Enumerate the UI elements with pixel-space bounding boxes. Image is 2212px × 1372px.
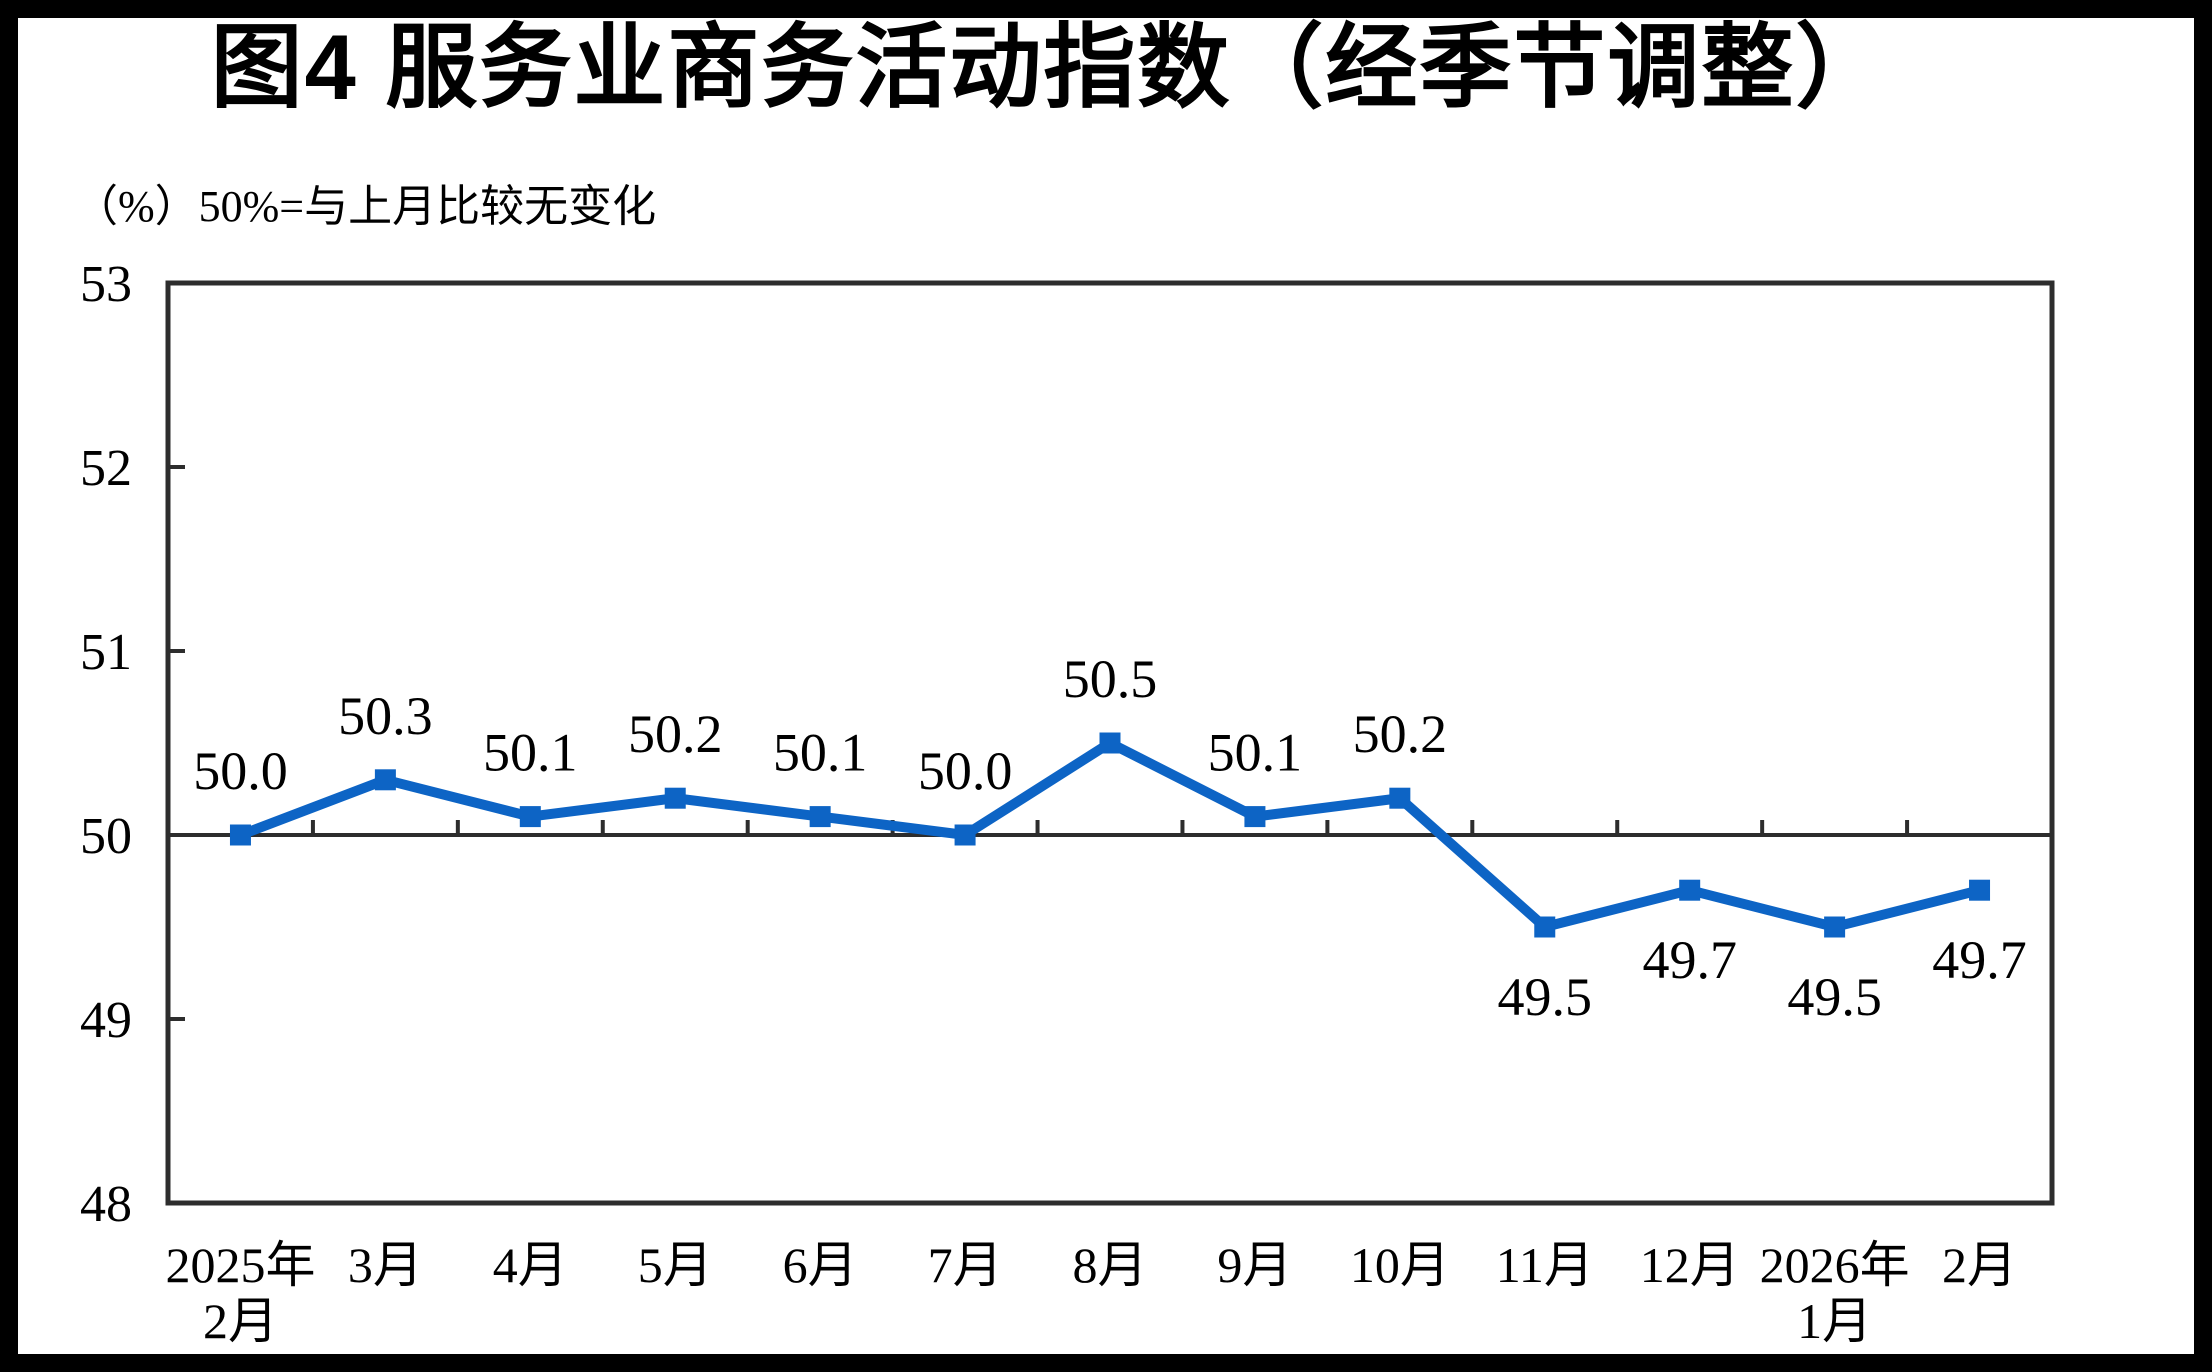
data-point-label: 50.0 (193, 741, 288, 801)
data-point-label: 50.2 (628, 704, 723, 764)
data-point-label: 50.3 (338, 686, 433, 746)
data-point-marker (229, 824, 251, 846)
x-tick-label: 5月 (638, 1237, 713, 1293)
data-point-label: 50.1 (773, 723, 868, 783)
data-point-marker (1389, 787, 1411, 809)
x-tick-label: 4月 (493, 1237, 568, 1293)
y-tick-label: 51 (80, 624, 132, 681)
data-point-label: 50.1 (483, 723, 578, 783)
chart-canvas (18, 18, 2194, 1354)
x-tick-label: 3月 (348, 1237, 423, 1293)
data-point-marker (1534, 916, 1556, 938)
y-tick-label: 52 (80, 440, 132, 497)
data-point-marker (954, 824, 976, 846)
x-tick-label: 2025年 (165, 1237, 315, 1293)
data-point-marker (664, 787, 686, 809)
x-tick-label: 6月 (783, 1237, 858, 1293)
x-tick-label: 9月 (1217, 1237, 1292, 1293)
data-point-marker (519, 806, 541, 828)
y-tick-label: 53 (80, 256, 132, 313)
data-point-label: 49.7 (1932, 930, 2027, 990)
data-point-marker (1244, 806, 1266, 828)
data-point-label: 49.5 (1498, 967, 1593, 1027)
data-point-marker (1824, 916, 1846, 938)
y-tick-label: 50 (80, 808, 132, 865)
data-point-marker (809, 806, 831, 828)
x-tick-label: 11月 (1496, 1237, 1594, 1293)
data-point-label: 50.2 (1353, 704, 1448, 764)
chart-title: 图4 服务业商务活动指数（经季节调整） (210, 17, 1890, 119)
axis-unit-note: （%）50%=与上月比较无变化 (74, 182, 657, 231)
data-point-label: 50.1 (1208, 723, 1303, 783)
plot-border (165, 280, 2055, 1206)
y-tick-label: 48 (80, 1176, 132, 1233)
x-tick-label: 12月 (1640, 1237, 1740, 1293)
data-point-label: 50.0 (918, 741, 1013, 801)
data-point-marker (1969, 879, 1991, 901)
data-point-marker (1679, 879, 1701, 901)
x-tick-label: 2月 (1942, 1237, 2017, 1293)
data-point-label: 50.5 (1063, 649, 1158, 709)
data-point-marker (1099, 732, 1121, 754)
x-tick-label: 2026年 (1760, 1237, 1910, 1293)
y-tick-label: 49 (80, 992, 132, 1049)
data-point-label: 49.7 (1642, 930, 1737, 990)
x-tick-label: 2月 (203, 1293, 278, 1349)
x-tick-label: 8月 (1073, 1237, 1148, 1293)
data-point-marker (374, 769, 396, 791)
x-tick-label: 7月 (928, 1237, 1003, 1293)
x-tick-label: 1月 (1797, 1293, 1872, 1349)
x-tick-label: 10月 (1350, 1237, 1450, 1293)
data-point-label: 49.5 (1787, 967, 1882, 1027)
